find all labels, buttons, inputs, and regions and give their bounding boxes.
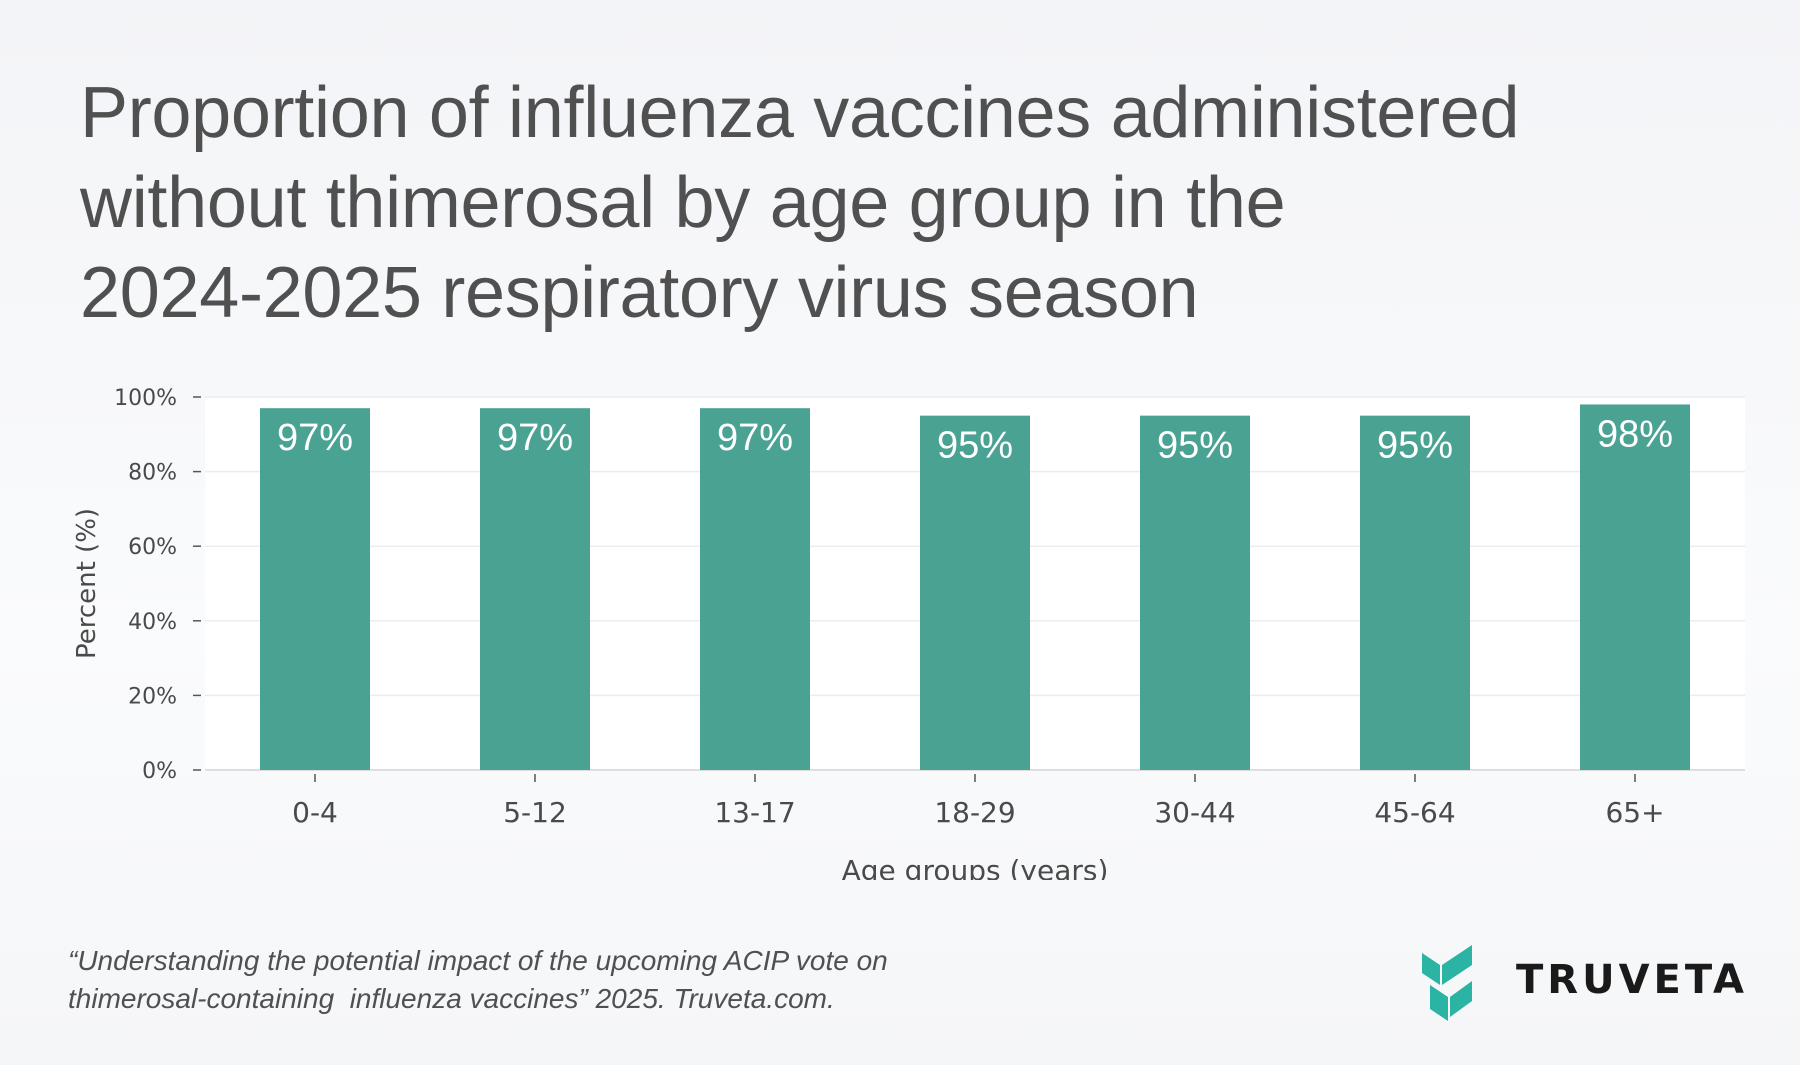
bar-chart: 0% 20% 40% 60% 80% 100% 97% 0-4 97% 5-12 97% 13-17 9…	[72, 386, 1745, 880]
x-tick-label: 0-4	[292, 796, 338, 829]
caption-line: “Understanding the potential impact of t…	[68, 945, 888, 976]
y-tick-label: 100%	[114, 386, 177, 411]
bar	[920, 415, 1030, 770]
bar	[1360, 415, 1470, 770]
y-tick-label: 80%	[128, 461, 177, 486]
x-tick-label: 45-64	[1374, 796, 1455, 829]
bar	[480, 408, 590, 770]
data-label: 97%	[717, 417, 793, 459]
y-tick-label: 60%	[128, 535, 177, 560]
caption-line: thimerosal-containing influenza vaccines…	[68, 983, 835, 1014]
bar	[1580, 404, 1690, 770]
y-tick-label: 0%	[142, 759, 177, 784]
y-axis-label: Percent (%)	[72, 508, 102, 659]
data-label: 95%	[937, 425, 1013, 467]
data-label: 95%	[1157, 425, 1233, 467]
x-tick-label: 30-44	[1154, 796, 1235, 829]
x-axis-label: Age groups (years)	[842, 854, 1109, 880]
bar	[1140, 415, 1250, 770]
data-label: 95%	[1377, 425, 1453, 467]
logo-wordmark: TRUVETA	[1516, 957, 1748, 1003]
truveta-logo: TRUVETA	[1420, 935, 1748, 1025]
x-tick-label: 5-12	[503, 796, 567, 829]
truveta-logo-icon	[1422, 945, 1472, 1021]
data-label: 98%	[1597, 413, 1673, 455]
data-label: 97%	[277, 417, 353, 459]
x-tick-label: 13-17	[714, 796, 795, 829]
y-tick-label: 20%	[128, 684, 177, 709]
bar	[700, 408, 810, 770]
x-tick-label: 65+	[1605, 796, 1664, 829]
x-tick-label: 18-29	[934, 796, 1015, 829]
y-tick-label: 40%	[128, 610, 177, 635]
chart-title-line: Proportion of influenza vaccines adminis…	[80, 73, 1520, 153]
chart-title: Proportion of influenza vaccines adminis…	[80, 68, 1720, 338]
source-caption: “Understanding the potential impact of t…	[68, 942, 888, 1018]
data-label: 97%	[497, 417, 573, 459]
chart-title-line: without thimerosal by age group in the	[80, 163, 1286, 243]
bar	[260, 408, 370, 770]
chart-title-line: 2024-2025 respiratory virus season	[80, 253, 1199, 333]
